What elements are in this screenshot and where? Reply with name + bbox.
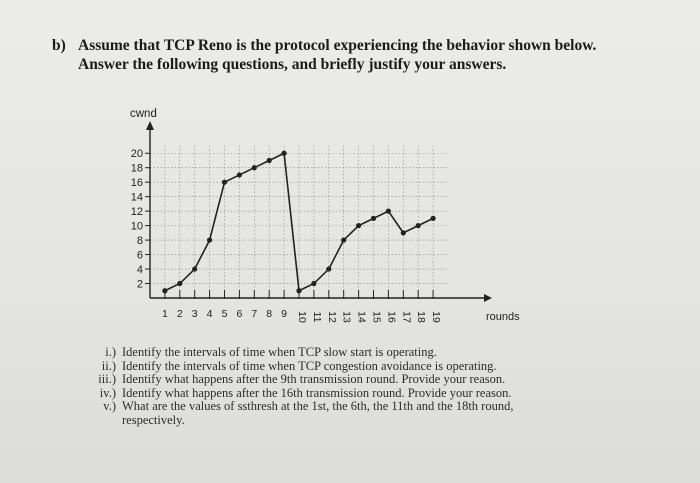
sub-question-text: What are the values of ssthresh at the 1… bbox=[122, 399, 622, 414]
sub-question-2: ii.) Identify the intervals of time when… bbox=[82, 358, 622, 374]
x-tick-label: 17 bbox=[400, 311, 412, 323]
y-axis-label: cwnd bbox=[130, 108, 157, 120]
y-tick-label: 14 bbox=[131, 192, 143, 204]
x-axis-label: rounds bbox=[486, 311, 520, 323]
sub-questions: i.) Identify the intervals of time when … bbox=[82, 345, 622, 428]
sub-question-text: Identify what happens after the 9th tran… bbox=[122, 372, 506, 386]
y-tick-label: 2 bbox=[137, 279, 143, 291]
x-tick-label: 11 bbox=[311, 312, 323, 323]
x-tick-label: 14 bbox=[356, 311, 368, 323]
y-tick-label: 6 bbox=[137, 250, 143, 262]
sub-question-4: iv.) Identify what happens after the 16t… bbox=[82, 385, 622, 401]
cwnd-point bbox=[326, 266, 332, 272]
sub-question-text: Identify the intervals of time when TCP … bbox=[122, 345, 437, 359]
sub-question-text-continued: respectively. bbox=[122, 412, 185, 427]
x-tick-label: 3 bbox=[192, 308, 198, 320]
cwnd-point bbox=[251, 165, 257, 171]
cwnd-chart: 2 4 6 8 10 12 14 16 18 20 1 2 3 4 5 6 7 8 9 10 11 12 13 14 15 16 1… bbox=[130, 108, 520, 323]
y-tick-label: 10 bbox=[131, 221, 143, 233]
cwnd-point bbox=[385, 208, 391, 214]
sub-question-5-continued: respectively. bbox=[82, 412, 622, 428]
question-line-2: Answer the following questions, and brie… bbox=[78, 56, 507, 73]
x-tick-label: 7 bbox=[251, 308, 257, 320]
sub-question-number: i.) bbox=[105, 345, 116, 359]
sub-question-number: ii.) bbox=[101, 358, 116, 373]
sub-question-text-line: What are the values of ssthresh at the 1… bbox=[122, 399, 514, 413]
cwnd-point bbox=[296, 288, 302, 294]
cwnd-point bbox=[162, 288, 168, 294]
cwnd-line bbox=[164, 152, 434, 292]
question-header: b) Assume that TCP Reno is the protocol e… bbox=[52, 36, 672, 74]
cwnd-point bbox=[415, 223, 421, 229]
cwnd-point bbox=[370, 215, 377, 221]
x-tick-label: 15 bbox=[371, 311, 383, 323]
x-tick-label: 2 bbox=[177, 308, 183, 320]
question-line-1: Assume that TCP Reno is the protocol exp… bbox=[78, 37, 597, 54]
y-axis-arrow bbox=[146, 121, 154, 130]
x-tick-label: 18 bbox=[415, 311, 427, 323]
sub-question-3: iii.) Identify what happens after the 9t… bbox=[82, 372, 622, 387]
y-tick-label: 16 bbox=[131, 177, 143, 189]
sub-question-text: Identify the intervals of time when TCP … bbox=[122, 358, 497, 373]
y-tick-label: 18 bbox=[131, 163, 143, 175]
x-tick-label: 4 bbox=[207, 308, 213, 320]
cwnd-point bbox=[266, 157, 272, 164]
x-axis-arrow bbox=[484, 294, 492, 302]
sub-question-number: iv.) bbox=[99, 385, 116, 400]
sub-question-5: v.) What are the values of ssthresh at t… bbox=[82, 399, 622, 414]
y-tick-label: 12 bbox=[131, 206, 143, 218]
cwnd-point bbox=[356, 223, 362, 229]
question-label: b) bbox=[52, 37, 66, 54]
y-tick-label: 4 bbox=[137, 264, 143, 276]
y-tick-label: 20 bbox=[131, 148, 143, 160]
sub-question-number: iii.) bbox=[98, 372, 116, 386]
cwnd-point bbox=[281, 150, 287, 156]
cwnd-point bbox=[236, 172, 242, 178]
sub-question-number: v.) bbox=[103, 399, 116, 413]
x-tick-label: 13 bbox=[341, 311, 353, 323]
x-tick-label: 19 bbox=[430, 311, 442, 323]
cwnd-point bbox=[192, 266, 198, 272]
x-tick-label: 12 bbox=[326, 311, 338, 323]
x-tick-label: 5 bbox=[222, 308, 228, 320]
cwnd-point bbox=[207, 237, 213, 243]
y-tick-label: 8 bbox=[137, 235, 143, 247]
cwnd-point bbox=[341, 237, 347, 243]
cwnd-point bbox=[221, 179, 228, 185]
cwnd-point bbox=[177, 280, 183, 287]
x-tick-label: 10 bbox=[296, 311, 308, 323]
x-tick-label: 9 bbox=[281, 308, 287, 320]
cwnd-point bbox=[430, 215, 436, 221]
cwnd-point bbox=[311, 280, 317, 287]
x-tick-label: 6 bbox=[236, 308, 242, 320]
x-tick-label: 16 bbox=[385, 311, 397, 323]
sub-question-text: Identify what happens after the 16th tra… bbox=[122, 385, 512, 400]
sub-question-1: i.) Identify the intervals of time when … bbox=[82, 345, 622, 360]
x-tick-label: 1 bbox=[162, 308, 168, 320]
x-tick-label: 8 bbox=[266, 308, 272, 320]
cwnd-point bbox=[400, 230, 406, 236]
